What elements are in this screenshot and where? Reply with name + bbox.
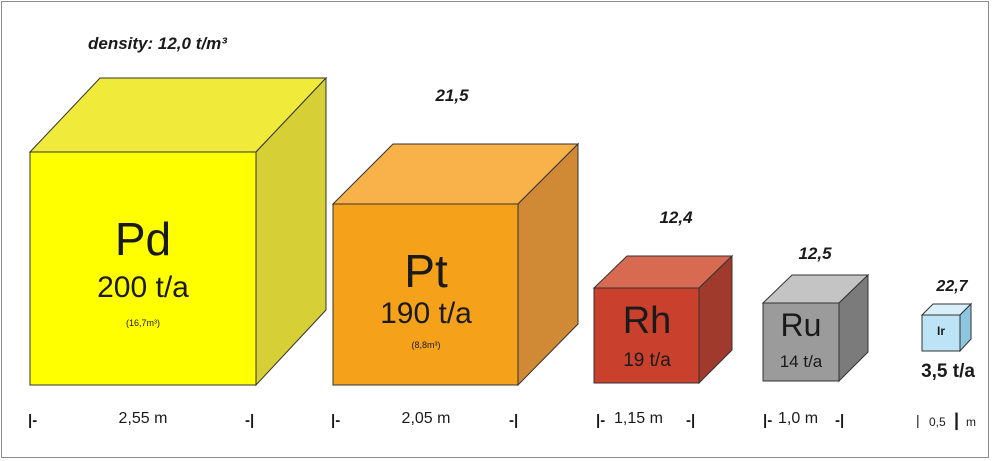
- cube-rh-production: 19 t/a: [623, 350, 671, 371]
- cube-pd: [28, 76, 328, 387]
- cube-pt: [331, 142, 580, 387]
- cube-pt-symbol: Pt: [404, 245, 448, 297]
- cube-ir-symbol: Ir: [936, 324, 946, 338]
- dim-pt-right-tick: -|: [509, 412, 519, 429]
- dim-ru-right-tick: -|: [835, 412, 845, 429]
- dim-pd-width: 2,55 m: [118, 410, 168, 427]
- dim-ir-width: 0,5: [929, 415, 946, 429]
- cube-pt-production: 190 t/a: [380, 297, 472, 330]
- cube-pd-front: [29, 151, 257, 386]
- cube-rh-front: [593, 287, 700, 384]
- dim-ru-left-tick: |-: [763, 412, 773, 429]
- dim-pt-left-tick: |-: [331, 412, 341, 429]
- density-ru: 12,5: [798, 244, 832, 263]
- cube-pd-symbol: Pd: [114, 213, 172, 265]
- cube-pd-production: 200 t/a: [97, 271, 189, 304]
- cube-ir: [920, 302, 973, 353]
- cube-pd-volume: (16,7m³): [125, 318, 161, 328]
- dim-ir-right-bar: |: [954, 410, 960, 430]
- cube-ru: [761, 273, 870, 383]
- dim-ir-left-bar: |: [916, 412, 920, 428]
- density-ir: 22,7: [936, 278, 968, 295]
- cube-ir-production: 3,5 t/a: [921, 361, 975, 382]
- cube-pt-volume: (8,8m³): [411, 340, 441, 350]
- cube-ru-symbol: Ru: [780, 307, 822, 343]
- cube-ru-production: 14 t/a: [779, 352, 823, 371]
- dim-rh-right-tick: -|: [686, 412, 696, 429]
- dim-ir-unit: m: [966, 415, 976, 429]
- dim-ru-width: 1,0 m: [778, 410, 819, 427]
- dim-pd-right-tick: -|: [245, 412, 255, 429]
- dim-rh-left-tick: |-: [596, 412, 606, 429]
- cube-ru-front: [762, 302, 840, 382]
- cube-pt-front: [332, 203, 519, 386]
- density-pt: 21,5: [435, 86, 469, 105]
- dim-pd-left-tick: |-: [28, 412, 38, 429]
- cube-rh-symbol: Rh: [622, 300, 672, 342]
- cube-rh: [592, 254, 734, 385]
- density-rh: 12,4: [659, 208, 693, 227]
- dim-pt-width: 2,05 m: [401, 410, 451, 427]
- cube-ir-front: [921, 314, 961, 352]
- dim-rh-width: 1,15 m: [614, 410, 663, 427]
- density-caption: density: 12,0 t/m³: [88, 34, 227, 53]
